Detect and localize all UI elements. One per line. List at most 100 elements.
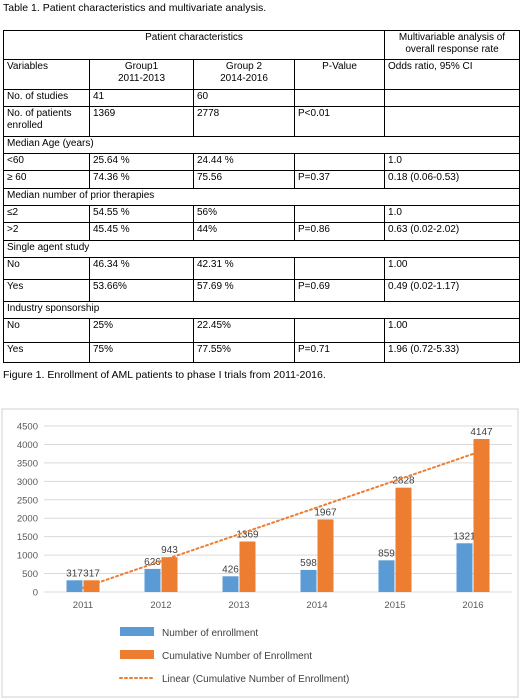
- table-column-header-row: Variables Group1 2011-2013 Group 2 2014-…: [3, 59, 520, 90]
- cell-odds-ratio: 0.49 (0.02-1.17): [384, 279, 520, 302]
- legend-label-cumulative: Cumulative Number of Enrollment: [162, 651, 312, 662]
- cumulative-bar: [317, 519, 334, 592]
- x-tick-label: 2015: [384, 600, 405, 611]
- chart-frame: [1, 408, 519, 698]
- cell-pvalue: P=0.37: [293, 170, 386, 189]
- cell-group1: 53.66%: [89, 279, 194, 302]
- cell-pvalue: [293, 153, 386, 171]
- y-tick-label: 4500: [17, 422, 38, 433]
- cell-pvalue: P=0.71: [293, 342, 386, 363]
- cell-group2: 77.55%: [193, 342, 295, 363]
- cumulative-data-label: 317: [83, 568, 100, 579]
- enrollment-bar: [144, 568, 161, 592]
- cell-variable: ≥ 60: [3, 170, 90, 189]
- cell-group1: 74.36 %: [89, 170, 194, 189]
- y-tick-label: 3500: [17, 458, 38, 469]
- section-label: Median number of prior therapies: [2, 188, 520, 206]
- enrollment-chart: 0 500 1000 1500 2000 2500 3000 3500 4000 4500 317 3…: [0, 408, 520, 698]
- cell-group1: 54.55 %: [89, 205, 194, 223]
- patient-characteristics-table: Patient characteristics Multivariable an…: [2, 30, 520, 363]
- cumulative-data-label: 2828: [392, 476, 415, 487]
- table-section-row: Industry sponsorship: [2, 301, 520, 319]
- cell-group1: 41: [89, 89, 194, 107]
- enrollment-bar: [300, 569, 317, 592]
- legend-swatch-enrollment: [120, 627, 154, 636]
- cumulative-bar: [239, 541, 256, 592]
- cell-variable: >2: [3, 222, 90, 241]
- cell-group1: 46.34 %: [89, 257, 194, 280]
- table-section-row: Median number of prior therapies: [2, 188, 520, 206]
- cell-group2: 60: [193, 89, 295, 107]
- table-row: >2 45.45 % 44% P=0.86 0.63 (0.02-2.02): [3, 222, 520, 241]
- table-section-row: Median Age (years): [2, 136, 520, 154]
- cell-pvalue: [293, 318, 386, 343]
- table-section-row: Single agent study: [2, 240, 520, 258]
- col-header-group1: Group1 2011-2013: [89, 59, 194, 90]
- cell-odds-ratio: [384, 89, 520, 107]
- cell-pvalue: [293, 205, 386, 223]
- cell-odds-ratio: 0.18 (0.06-0.53): [384, 170, 520, 189]
- cell-pvalue: [293, 257, 386, 280]
- cell-variable: <60: [3, 153, 90, 171]
- enrollment-data-label: 426: [222, 564, 239, 575]
- enrollment-bar: [378, 560, 395, 592]
- col-header-odds-ratio: Odds ratio, 95% CI: [384, 59, 520, 90]
- cell-group2: 75.56: [193, 170, 295, 189]
- enrollment-data-label: 317: [66, 568, 83, 579]
- table-caption: Table 1. Patient characteristics and mul…: [3, 2, 267, 14]
- cumulative-data-label: 4147: [470, 427, 493, 438]
- cell-pvalue: [293, 89, 386, 107]
- enrollment-data-label: 859: [378, 548, 395, 559]
- cell-odds-ratio: [384, 106, 520, 137]
- legend-label-trendline: Linear (Cumulative Number of Enrollment): [162, 674, 349, 685]
- enrollment-data-label: 1321: [453, 531, 476, 542]
- cell-variable: No: [3, 257, 90, 280]
- x-tick-label: 2011: [73, 600, 93, 611]
- table-row: <60 25.64 % 24.44 % 1.0: [3, 153, 520, 171]
- cell-group2: 2778: [193, 106, 295, 137]
- y-tick-label: 2000: [17, 514, 38, 525]
- cell-pvalue: P=0.86: [293, 222, 386, 241]
- cell-group2: 24.44 %: [193, 153, 295, 171]
- legend-label-enrollment: Number of enrollment: [162, 628, 258, 639]
- cell-group1: 25%: [89, 318, 194, 343]
- cell-variable: No. of studies: [3, 89, 90, 107]
- cumulative-data-label: 1369: [236, 529, 259, 540]
- table-row: No. of patients enrolled 1369 2778 P<0.01: [3, 106, 520, 137]
- cell-odds-ratio: 0.63 (0.02-2.02): [384, 222, 520, 241]
- cell-group2: 22.45%: [193, 318, 295, 343]
- table-header-row: Patient characteristics Multivariable an…: [2, 30, 520, 60]
- cell-variable: No: [3, 318, 90, 343]
- y-tick-label: 4000: [17, 440, 38, 451]
- table-row: Yes 53.66% 57.69 % P=0.69 0.49 (0.02-1.17): [3, 279, 520, 302]
- trendline: [82, 452, 474, 589]
- header-patient-characteristics: Patient characteristics: [2, 30, 386, 60]
- cell-odds-ratio: 1.0: [384, 205, 520, 223]
- cell-variable: ≤2: [3, 205, 90, 223]
- cumulative-bar: [395, 487, 412, 592]
- cell-odds-ratio: 1.96 (0.72-5.33): [384, 342, 520, 363]
- cell-pvalue: P=0.69: [293, 279, 386, 302]
- cell-group1: 1369: [89, 106, 194, 137]
- col-header-variables: Variables: [3, 59, 90, 90]
- table-row: No 46.34 % 42.31 % 1.00: [3, 257, 520, 280]
- enrollment-data-label: 598: [300, 558, 317, 569]
- col-header-pvalue: P-Value: [293, 59, 386, 90]
- cumulative-data-label: 943: [161, 545, 178, 556]
- y-tick-label: 1000: [17, 551, 38, 562]
- cell-variable: Yes: [3, 279, 90, 302]
- y-tick-label: 2500: [17, 495, 38, 506]
- x-tick-label: 2012: [150, 600, 171, 611]
- enrollment-chart-svg: 0 500 1000 1500 2000 2500 3000 3500 4000 4500 317 3…: [1, 408, 519, 698]
- cumulative-bar: [473, 439, 490, 592]
- table-row: No 25% 22.45% 1.00: [3, 318, 520, 343]
- y-tick-label: 3000: [17, 477, 38, 488]
- y-tick-label: 1500: [17, 532, 38, 543]
- section-label: Industry sponsorship: [2, 301, 520, 319]
- enrollment-bar: [66, 580, 83, 592]
- section-label: Single agent study: [2, 240, 520, 258]
- cell-group2: 42.31 %: [193, 257, 295, 280]
- cell-group2: 44%: [193, 222, 295, 241]
- x-tick-label: 2013: [228, 600, 249, 611]
- cell-group2: 57.69 %: [193, 279, 295, 302]
